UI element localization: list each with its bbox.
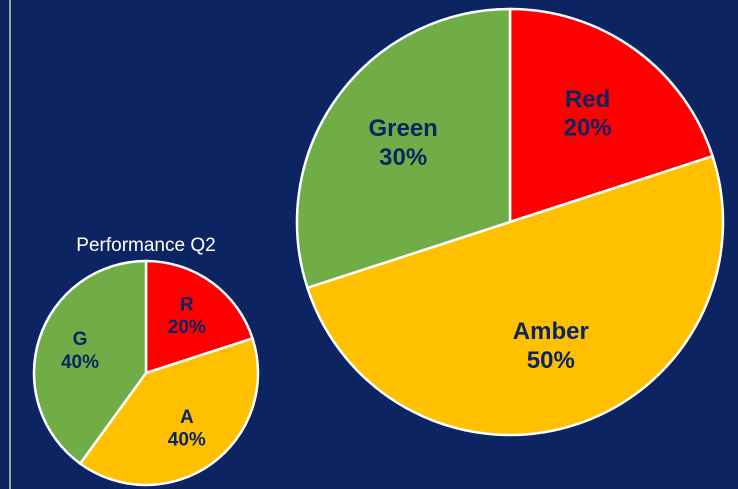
slice-category: G bbox=[73, 329, 88, 350]
slice-label: A 40% bbox=[168, 407, 206, 451]
slice-value-label: 40% bbox=[168, 430, 206, 451]
pie-slice bbox=[295, 7, 512, 290]
slice-label: G 40% bbox=[61, 329, 99, 373]
slice-label: R 20% bbox=[168, 294, 206, 338]
slice-value-label: 20% bbox=[168, 317, 206, 338]
slice-label: Green 30% bbox=[368, 115, 437, 171]
pie-slice bbox=[508, 7, 715, 224]
slice-value-label: 20% bbox=[564, 115, 612, 142]
slice-value-label: 50% bbox=[527, 347, 575, 374]
slice-category: A bbox=[180, 407, 194, 428]
slice-value-label: 30% bbox=[379, 144, 427, 171]
pie-slice bbox=[144, 259, 255, 375]
chart-title: Performance Q2 bbox=[76, 235, 215, 256]
pie-slice bbox=[32, 259, 148, 466]
slice-category: Red bbox=[565, 86, 610, 113]
slice-label: Amber 50% bbox=[513, 319, 589, 375]
pie-slice bbox=[78, 336, 260, 487]
slice-value-label: 40% bbox=[61, 352, 99, 373]
pie-slice bbox=[305, 154, 725, 437]
slice-category: R bbox=[180, 294, 194, 315]
slice-label: Red 20% bbox=[564, 86, 612, 142]
slice-category: Amber bbox=[513, 319, 589, 346]
slice-category: Green bbox=[368, 115, 437, 142]
